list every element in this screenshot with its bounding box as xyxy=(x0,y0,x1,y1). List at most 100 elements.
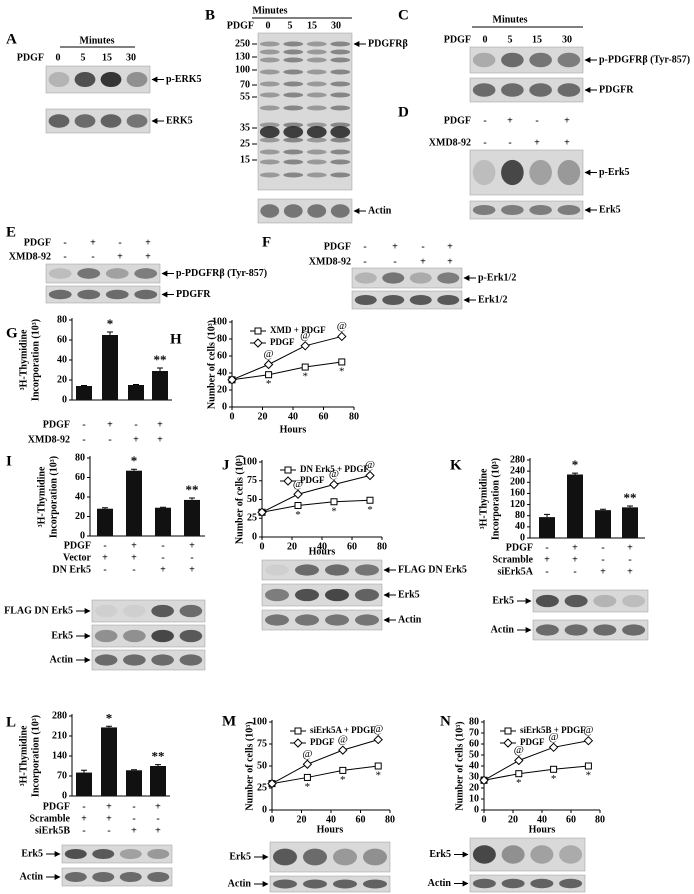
y-tick-label: 0 xyxy=(520,532,525,543)
blot-band xyxy=(306,49,327,55)
blot-band xyxy=(151,629,174,643)
row-cell: - xyxy=(91,251,94,262)
y-axis-label: ³H-Thymidine xyxy=(36,466,47,527)
panel-letter: L xyxy=(6,714,16,730)
x-tick-label: 40 xyxy=(317,541,327,552)
row-cell: - xyxy=(508,137,511,148)
row-cell: - xyxy=(628,554,631,565)
legend-label: siErk5A + PDGF xyxy=(310,725,376,735)
y-tick-label: 280 xyxy=(52,710,67,721)
blot-band xyxy=(501,845,525,864)
point xyxy=(373,734,383,745)
row-cell: + xyxy=(447,241,453,252)
blot-band xyxy=(363,848,387,866)
point xyxy=(338,358,346,366)
x-tick-label: 0 xyxy=(270,814,275,825)
series-line xyxy=(271,765,379,785)
point xyxy=(294,727,302,735)
bar xyxy=(539,517,555,538)
blot-band xyxy=(151,604,174,618)
y-axis-label: Number of cells (10³) xyxy=(206,320,217,409)
y-tick-label: 20 xyxy=(75,511,85,522)
blot-band xyxy=(48,268,72,279)
blot-band xyxy=(382,272,405,284)
y-tick-label: 60 xyxy=(75,472,85,483)
blot-band xyxy=(259,92,280,98)
row-label: PDGF xyxy=(43,801,70,812)
blot-band xyxy=(259,81,280,87)
row-cell: + xyxy=(90,237,96,248)
blot-band xyxy=(273,848,297,866)
blot-band xyxy=(48,71,70,88)
row-cell: - xyxy=(156,813,159,824)
blot-label: Actin xyxy=(50,654,74,665)
blot-band xyxy=(283,204,303,218)
y-axis-label: Incorporation (10³) xyxy=(30,715,41,797)
blot-band xyxy=(330,69,351,75)
blot-band xyxy=(259,105,280,111)
row-cell: + xyxy=(155,801,161,812)
panel-letter: A xyxy=(6,31,17,47)
point xyxy=(253,338,263,348)
blot-band xyxy=(151,654,174,666)
y-tick-label: 210 xyxy=(52,730,67,741)
y-tick-label: 280 xyxy=(510,454,525,465)
series-line xyxy=(483,765,589,781)
y-tick-label: 40 xyxy=(75,491,85,502)
blot-band xyxy=(306,149,327,155)
point-label: * xyxy=(266,378,272,390)
blot-band xyxy=(529,83,552,97)
row-cell: + xyxy=(600,566,606,577)
error-bar xyxy=(155,764,161,766)
row-label: XMD8-92 xyxy=(429,137,471,148)
mw-marker: 250 xyxy=(235,38,250,49)
mw-marker: 70 xyxy=(240,79,250,90)
blot-band xyxy=(437,272,460,284)
blot-label: p-PDGFRβ (Tyr-857) xyxy=(176,268,267,279)
row-cell: - xyxy=(82,825,85,836)
point xyxy=(365,470,375,481)
blot-band xyxy=(306,159,327,165)
blot-band xyxy=(74,71,96,88)
row-cell: - xyxy=(134,419,137,430)
point-label: @ xyxy=(337,320,347,332)
row-cell: + xyxy=(117,251,123,262)
blot-band xyxy=(355,588,379,602)
annotation: * xyxy=(572,457,579,472)
y-tick-label: 0 xyxy=(222,401,227,412)
row-cell: 0 xyxy=(56,52,61,63)
blot-label: Actin xyxy=(398,614,422,625)
panel-letter: J xyxy=(222,457,230,473)
blot-band xyxy=(283,159,304,165)
panel-letter: E xyxy=(6,224,16,240)
point-label: * xyxy=(302,371,308,383)
panel-letter: D xyxy=(398,104,409,120)
point xyxy=(254,327,262,335)
row-cell: + xyxy=(106,801,112,812)
row-cell: + xyxy=(160,564,166,575)
blot xyxy=(351,267,463,289)
blot-band xyxy=(259,126,280,138)
blot-band xyxy=(307,204,327,218)
y-tick-label: 20 xyxy=(469,782,479,793)
point-label: @ xyxy=(300,329,310,341)
blot-band xyxy=(77,268,101,279)
panel-letter: K xyxy=(450,457,462,473)
point xyxy=(504,727,512,735)
x-tick-label: 20 xyxy=(287,541,297,552)
row-cell: - xyxy=(393,256,396,267)
annotation: ** xyxy=(624,490,637,505)
blot-band xyxy=(355,614,379,626)
blot-band xyxy=(330,105,351,111)
series-line xyxy=(261,499,371,513)
row-cell: 15 xyxy=(307,20,317,31)
blot-band xyxy=(283,137,304,143)
point xyxy=(329,479,339,490)
blot-label: FLAG DN Erk5 xyxy=(4,605,73,616)
y-tick-label: 40 xyxy=(217,367,227,378)
blot-band xyxy=(472,159,496,186)
blot-label: p-ERK5 xyxy=(166,74,202,85)
y-tick-label: 80 xyxy=(469,716,479,727)
annotation: * xyxy=(107,316,114,331)
point xyxy=(337,331,347,342)
